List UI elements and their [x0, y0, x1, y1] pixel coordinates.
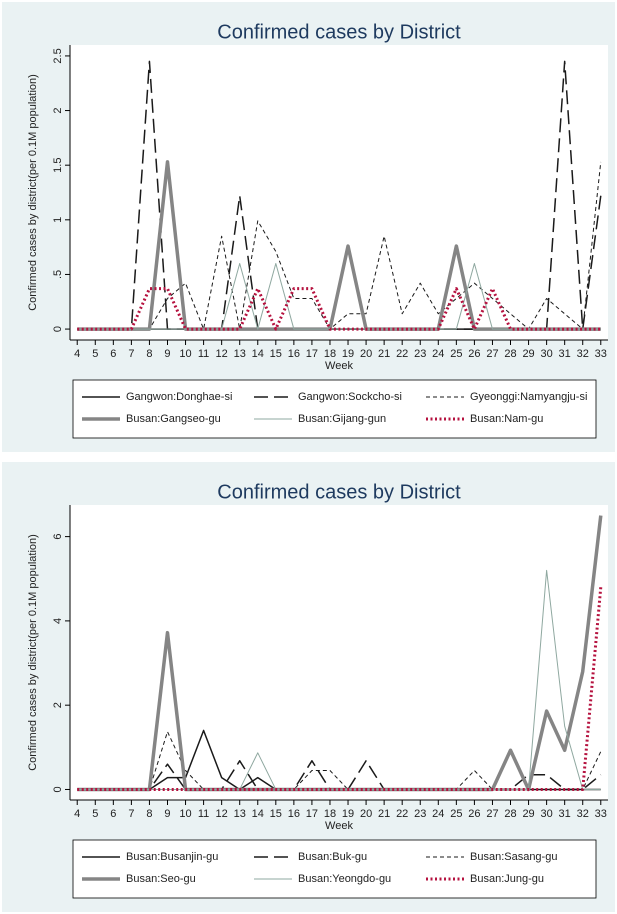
legend-box: [72, 379, 597, 439]
x-tick-label: 13: [234, 348, 246, 360]
x-tick-label: 8: [146, 808, 152, 820]
x-tick-label: 24: [432, 348, 444, 360]
x-tick-label: 28: [504, 348, 516, 360]
x-tick-label: 26: [468, 808, 480, 820]
y-tick-label: 2: [52, 702, 64, 708]
x-axis-title: Week: [325, 820, 353, 832]
x-tick-label: 17: [306, 808, 318, 820]
x-tick-label: 6: [110, 348, 116, 360]
y-tick-label: 0: [52, 326, 64, 332]
x-tick-label: 29: [522, 808, 534, 820]
x-tick-label: 33: [595, 808, 607, 820]
x-axis-title: Week: [325, 360, 353, 372]
x-tick-label: 22: [396, 348, 408, 360]
x-tick-label: 16: [288, 808, 300, 820]
x-tick-label: 20: [360, 348, 372, 360]
chart-title: Confirmed cases by District: [217, 481, 461, 503]
x-tick-label: 22: [396, 808, 408, 820]
x-tick-label: 32: [577, 348, 589, 360]
legend-label: Busan:Gijang-gun: [298, 413, 386, 425]
x-tick-label: 4: [74, 808, 80, 820]
x-tick-label: 23: [414, 348, 426, 360]
x-tick-label: 14: [252, 808, 264, 820]
x-tick-label: 7: [128, 348, 134, 360]
chart: Confirmed cases by District 0 .5 1 1.5 2 2.5 4 5…: [2, 2, 615, 452]
x-tick-label: 19: [342, 348, 354, 360]
x-tick-label: 16: [288, 348, 300, 360]
x-tick-label: 21: [378, 348, 390, 360]
x-tick-label: 23: [414, 808, 426, 820]
legend-label: Busan:Sasang-gu: [470, 851, 557, 863]
x-tick-label: 18: [324, 348, 336, 360]
x-tick-label: 9: [164, 808, 170, 820]
x-tick-label: 11: [198, 348, 209, 360]
legend-label: Busan:Nam-gu: [470, 413, 543, 425]
x-tick-label: 6: [110, 808, 116, 820]
x-tick-label: 18: [324, 808, 336, 820]
legend-label: Busan:Gangseo-gu: [126, 413, 221, 425]
y-tick-label: 2.5: [52, 48, 64, 63]
x-tick-label: 10: [179, 348, 191, 360]
legend-label: Gangwon:Donghae-si: [126, 391, 232, 403]
x-tick-label: 26: [468, 348, 480, 360]
series-line: [77, 287, 601, 331]
y-tick-label: 4: [52, 618, 64, 624]
x-tick-label: 21: [378, 808, 390, 820]
x-tick-label: 15: [270, 808, 282, 820]
plot-area: [70, 505, 608, 800]
x-tick-label: 31: [559, 808, 571, 820]
x-tick-label: 25: [450, 808, 462, 820]
series-line: [77, 731, 602, 790]
x-tick-label: 15: [270, 348, 282, 360]
legend-label: Busan:Jung-gu: [470, 873, 544, 885]
legend-label: Busan:Seo-gu: [126, 873, 196, 885]
x-tick-label: 17: [306, 348, 318, 360]
x-tick-label: 25: [450, 348, 462, 360]
x-tick-label: 10: [179, 808, 191, 820]
x-tick-label: 28: [504, 808, 516, 820]
x-tick-label: 33: [595, 348, 607, 360]
y-tick-label: .5: [52, 270, 64, 279]
y-tick-label: 1.5: [52, 158, 64, 173]
x-tick-label: 19: [342, 808, 354, 820]
x-tick-label: 13: [234, 808, 246, 820]
series-line: [77, 161, 602, 330]
x-tick-label: 27: [486, 808, 498, 820]
x-tick-label: 30: [540, 348, 552, 360]
x-tick-label: 14: [252, 348, 264, 360]
x-tick-label: 24: [432, 808, 444, 820]
legend-label: Busan:Buk-gu: [298, 851, 367, 863]
legend-label: Busan:Yeongdo-gu: [298, 873, 391, 885]
chart-title: Confirmed cases by District: [217, 21, 461, 43]
legend-box: [72, 839, 597, 899]
legend-label: Gyeonggi:Namyangju-si: [470, 391, 587, 403]
x-tick-label: 32: [577, 808, 589, 820]
y-axis-title: Confirmed cases by district(per 0.1M pop…: [27, 74, 39, 311]
y-tick-label: 6: [52, 534, 64, 540]
x-tick-label: 12: [216, 808, 228, 820]
x-tick-label: 4: [74, 348, 80, 360]
x-tick-label: 31: [559, 348, 571, 360]
x-tick-label: 9: [164, 348, 170, 360]
x-tick-label: 5: [92, 348, 98, 360]
y-tick-label: 0: [52, 786, 64, 792]
x-tick-label: 11: [198, 808, 209, 820]
series-line: [77, 587, 603, 791]
legend-label: Gangwon:Sockcho-si: [298, 391, 402, 403]
y-tick-label: 1: [52, 217, 64, 223]
x-tick-label: 7: [128, 808, 134, 820]
legend-label: Busan:Busanjin-gu: [126, 851, 218, 863]
y-axis-title: Confirmed cases by district(per 0.1M pop…: [27, 534, 39, 771]
x-tick-label: 5: [92, 808, 98, 820]
x-tick-label: 12: [216, 348, 228, 360]
x-tick-label: 29: [522, 348, 534, 360]
y-tick-label: 2: [52, 107, 64, 113]
x-tick-label: 27: [486, 348, 498, 360]
x-tick-label: 30: [540, 808, 552, 820]
x-tick-label: 8: [146, 348, 152, 360]
x-tick-label: 20: [360, 808, 372, 820]
